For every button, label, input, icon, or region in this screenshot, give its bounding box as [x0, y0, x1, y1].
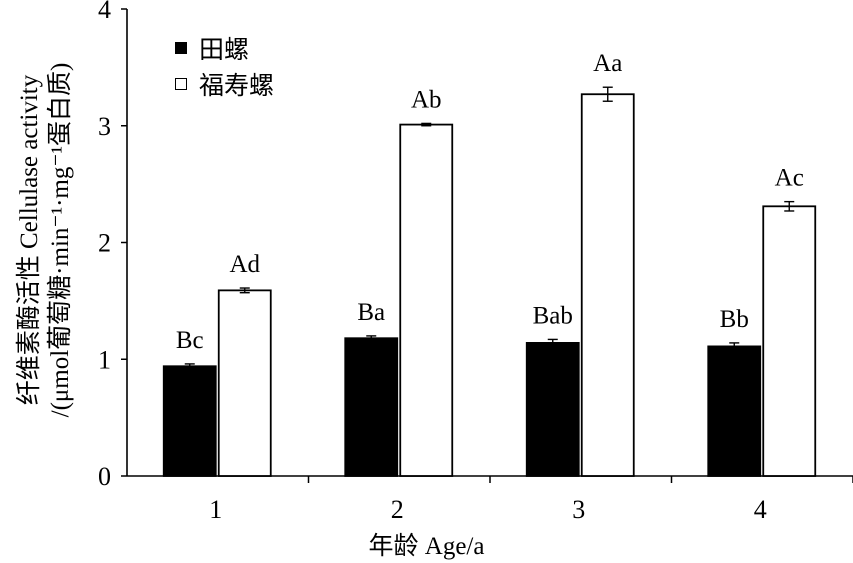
significance-label: Bb	[720, 306, 749, 333]
significance-label: Ab	[411, 86, 442, 113]
y-tick-label: 1	[98, 345, 111, 374]
y-axis-label-line2: /(μmol葡萄糖·min⁻¹·mg⁻¹蛋白质)	[47, 62, 74, 418]
significance-label: Ac	[775, 165, 804, 192]
legend: 田螺 福寿螺	[175, 30, 274, 102]
bar-labels: Bc Ba Bab Bb Ad Ab Aa Ac	[176, 50, 804, 354]
bars	[162, 86, 817, 477]
legend-item-series-2: 福寿螺	[175, 66, 274, 102]
x-tick-label: 4	[754, 495, 767, 524]
significance-label: Ad	[229, 251, 260, 278]
y-axis-label: 纤维素酶活性 Cellulase activity /(μmol葡萄糖·min⁻…	[0, 0, 90, 470]
x-tick-label: 2	[391, 495, 404, 524]
y-tick-label: 4	[98, 0, 111, 24]
legend-swatch-white-icon	[175, 78, 187, 90]
x-tick-label: 1	[209, 495, 222, 524]
x-tick-label: 3	[572, 495, 585, 524]
bar-series-1	[344, 337, 399, 477]
legend-swatch-black-icon	[175, 42, 187, 54]
significance-label: Bab	[533, 302, 573, 329]
bar-series-2	[399, 123, 454, 477]
bar-series-1	[707, 345, 762, 477]
y-tick-label: 0	[98, 462, 111, 491]
legend-label: 田螺	[199, 37, 250, 64]
bar-series-1	[525, 342, 580, 477]
legend-item-series-1: 田螺	[175, 30, 274, 66]
x-axis-label: 年龄 Age/a	[368, 533, 485, 560]
bar-series-2	[217, 289, 272, 477]
bar-series-2	[762, 205, 817, 477]
y-tick-label: 2	[98, 229, 111, 258]
y-tick-label: 3	[98, 112, 111, 141]
bar-series-1	[162, 365, 217, 477]
y-axis-label-line1: 纤维素酶活性 Cellulase activity	[16, 74, 43, 406]
significance-label: Aa	[593, 50, 622, 77]
legend-label: 福寿螺	[199, 73, 275, 100]
bar-series-2	[580, 93, 635, 477]
significance-label: Ba	[357, 299, 385, 326]
significance-label: Bc	[176, 327, 204, 354]
